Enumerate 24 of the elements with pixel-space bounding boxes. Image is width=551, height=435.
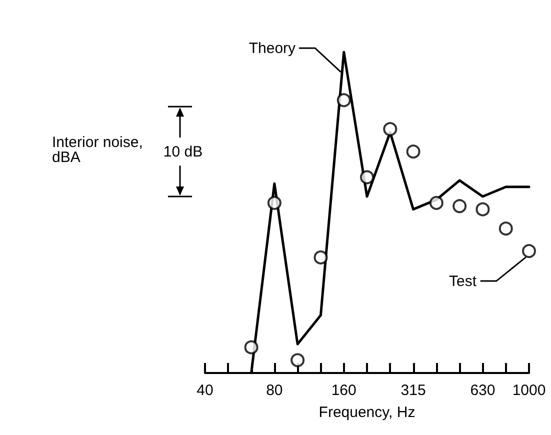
text: Theory	[248, 40, 296, 58]
text: Test	[449, 273, 478, 290]
point	[336, 93, 351, 108]
x-tick-label: 40	[196, 382, 214, 399]
x-tick-label: 630	[470, 382, 496, 399]
point	[244, 340, 258, 354]
point	[429, 196, 444, 210]
point	[383, 122, 398, 136]
point	[267, 196, 282, 210]
x-tick-label: 160	[331, 382, 356, 399]
x-tick-label: 1000	[512, 382, 546, 399]
y-axis-title: Interior noise, dBA	[52, 134, 148, 166]
point	[360, 170, 374, 184]
x-axis-title: Frequency, Hz	[318, 404, 416, 421]
point	[314, 250, 328, 264]
point	[522, 244, 536, 258]
x-tick-label: 80	[266, 382, 283, 399]
point	[498, 222, 513, 236]
point	[290, 353, 305, 368]
x-tick-label: 315	[400, 382, 426, 399]
point	[452, 199, 467, 214]
point	[476, 202, 490, 216]
point	[406, 144, 420, 159]
text: 10 dB	[163, 144, 203, 161]
